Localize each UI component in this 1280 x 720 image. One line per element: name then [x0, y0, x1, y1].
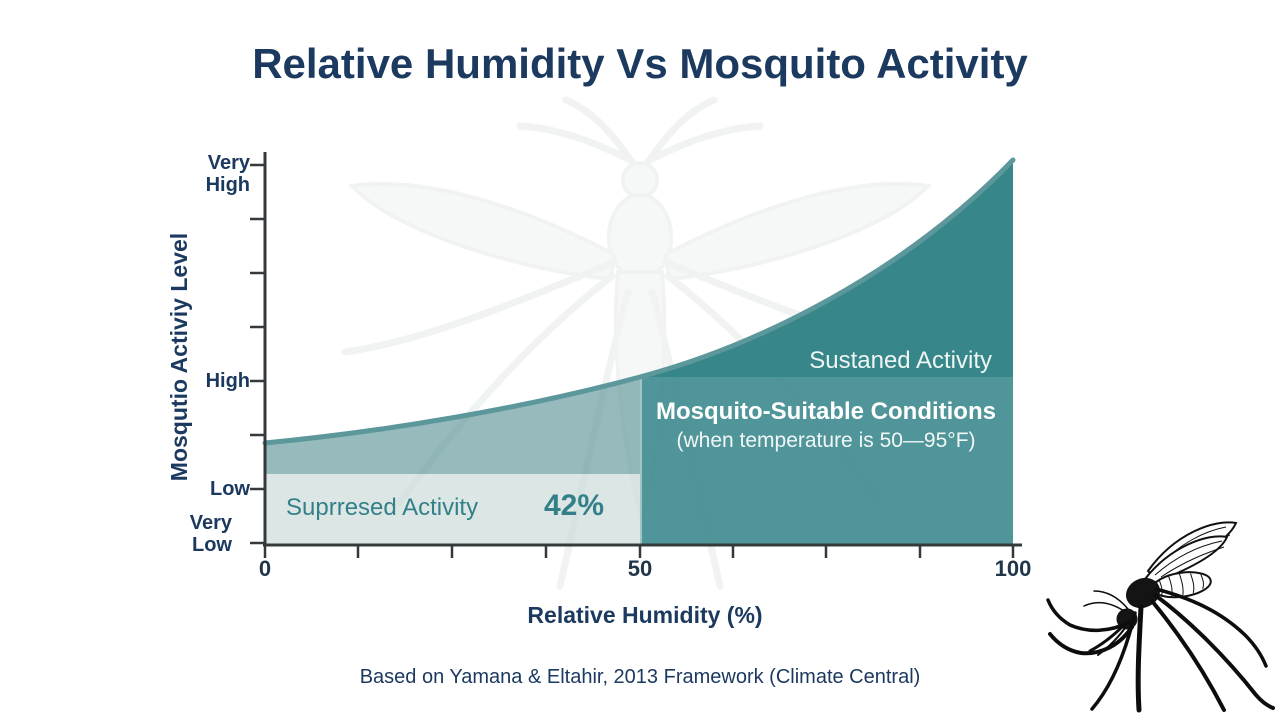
suitable-conditions-label: Mosquito-Suitable Conditions	[656, 398, 996, 425]
x-tick-50: 50	[627, 556, 653, 581]
mosquito-illustration-icon	[1046, 521, 1275, 713]
x-tick-100: 100	[994, 556, 1032, 581]
activity-area	[262, 157, 1016, 545]
source-caption: Based on Yamana & Eltahir, 2013 Framewor…	[359, 666, 921, 688]
suppressed-activity-label: Suprresed Activity	[286, 494, 479, 521]
x-axis-title: Relative Humidity (%)	[527, 602, 763, 628]
suitable-conditions-subtext: (when temperature is 50—95°F)	[676, 429, 976, 452]
activity-curve	[262, 157, 1016, 446]
suitable-band-overlay	[640, 377, 1013, 545]
y-axis-title: Mosqutio Activiy Level	[166, 232, 192, 482]
axes	[250, 152, 1022, 558]
page-title: Relative Humidity Vs Mosquito Activity	[252, 40, 1028, 87]
x-tick-0: 0	[258, 556, 272, 581]
area-right-segment	[640, 160, 1013, 545]
y-tick-high: High	[205, 370, 250, 392]
y-tick-very-low: Very Low	[189, 512, 232, 556]
y-tick-low: Low	[210, 478, 250, 500]
sustained-activity-label: Sustaned Activity	[809, 347, 992, 374]
suppressed-band	[265, 474, 640, 545]
y-tick-very-high: Very High	[205, 152, 250, 196]
suppressed-percentage-value: 42%	[544, 489, 605, 522]
